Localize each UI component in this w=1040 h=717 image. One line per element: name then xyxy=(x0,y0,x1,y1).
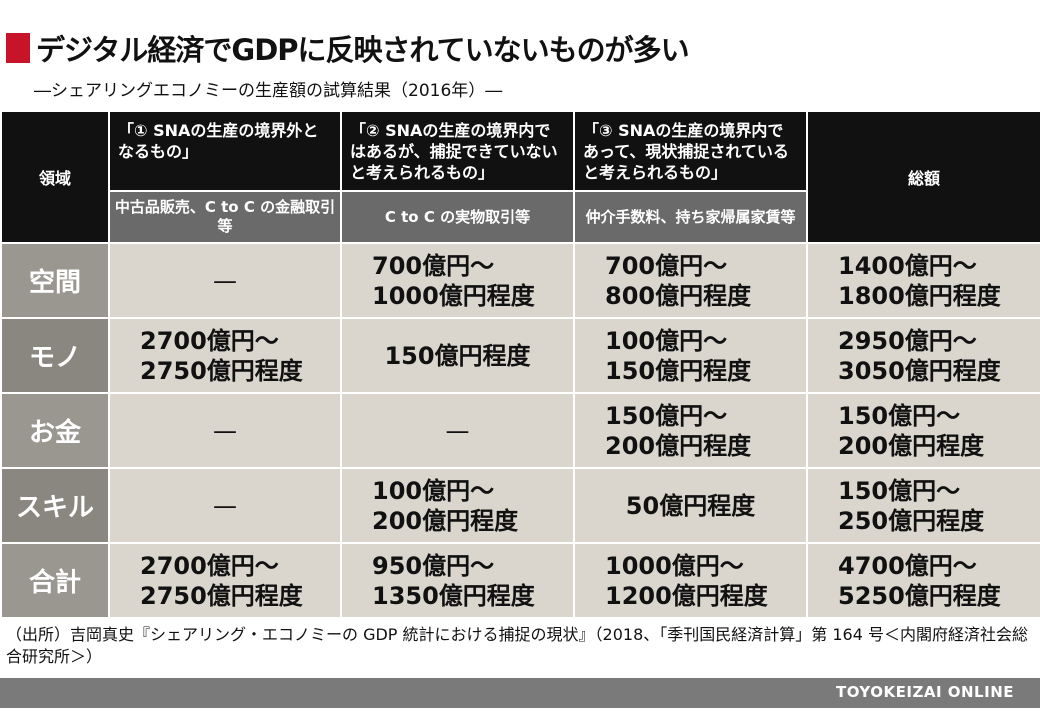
data-table: 領域 「① SNAの生産の境界外となるもの」 「② SNAの生産の境界内ではある… xyxy=(0,110,1040,619)
page-subtitle: ―シェアリングエコノミーの生産額の試算結果（2016年）― xyxy=(34,81,503,101)
table-cell: 100億円～ 150億円程度 xyxy=(573,317,808,394)
title-row: デジタル経済でGDPに反映されていないものが多い xyxy=(6,28,690,68)
table-row: 空間 — 700億円～ 1000億円程度 700億円～ 800億円程度 1400億円… xyxy=(0,242,1040,319)
table-cell: 50億円程度 xyxy=(573,467,808,544)
header-col3: 「③ SNAの生産の境界内であって、現状捕捉されていると考えられるもの」 xyxy=(573,110,808,192)
row-label: 合計 xyxy=(0,542,110,619)
table-cell: — xyxy=(108,392,342,469)
table-cell: 150億円～ 200億円程度 xyxy=(573,392,808,469)
table-cell: 2700億円～ 2750億円程度 xyxy=(108,317,342,394)
header-domain: 領域 xyxy=(0,110,110,244)
header-col1: 「① SNAの生産の境界外となるもの」 xyxy=(108,110,342,192)
subheader-col2: C to C の実物取引等 xyxy=(340,190,575,244)
source-note: （出所）吉岡真史『シェアリング・エコノミーの GDP 統計における捕捉の現状』（… xyxy=(6,625,1028,666)
table-row: お金 — — 150億円～ 200億円程度 150億円～ 200億円程度 xyxy=(0,392,1040,469)
table-cell: 2700億円～ 2750億円程度 xyxy=(108,542,342,619)
row-label: モノ xyxy=(0,317,110,394)
subheader-col3: 仲介手数料、持ち家帰属家賃等 xyxy=(573,190,808,244)
table-cell: 700億円～ 800億円程度 xyxy=(573,242,808,319)
footer-brand: TOYOKEIZAI ONLINE xyxy=(835,683,1014,701)
table-cell: — xyxy=(340,392,575,469)
table-cell: 150億円～ 250億円程度 xyxy=(806,467,1040,544)
row-label: お金 xyxy=(0,392,110,469)
header-total: 総額 xyxy=(806,110,1040,244)
table-cell: 150億円～ 200億円程度 xyxy=(806,392,1040,469)
table-cell: 700億円～ 1000億円程度 xyxy=(340,242,575,319)
header-col2: 「② SNAの生産の境界内ではあるが、捕捉できていないと考えられるもの」 xyxy=(340,110,575,192)
page-title: デジタル経済でGDPに反映されていないものが多い xyxy=(36,33,690,67)
table-row: 合計 2700億円～ 2750億円程度 950億円～ 1350億円程度 1000億円… xyxy=(0,542,1040,619)
table-row: モノ 2700億円～ 2750億円程度 150億円程度 100億円～ 150億円程度… xyxy=(0,317,1040,394)
table-cell: 100億円～ 200億円程度 xyxy=(340,467,575,544)
subheader-col1: 中古品販売、C to C の金融取引等 xyxy=(108,190,342,244)
footer-bar: TOYOKEIZAI ONLINE xyxy=(0,678,1040,708)
row-label: 空間 xyxy=(0,242,110,319)
table-cell: 1000億円～ 1200億円程度 xyxy=(573,542,808,619)
table-cell: — xyxy=(108,467,342,544)
table-cell: 2950億円～ 3050億円程度 xyxy=(806,317,1040,394)
title-marker xyxy=(6,33,30,63)
table-cell: 950億円～ 1350億円程度 xyxy=(340,542,575,619)
table-cell: 150億円程度 xyxy=(340,317,575,394)
table-row: スキル — 100億円～ 200億円程度 50億円程度 150億円～ 250億円程度 xyxy=(0,467,1040,544)
table-cell: 1400億円～ 1800億円程度 xyxy=(806,242,1040,319)
row-label: スキル xyxy=(0,467,110,544)
table-cell: 4700億円～ 5250億円程度 xyxy=(806,542,1040,619)
table-cell: — xyxy=(108,242,342,319)
